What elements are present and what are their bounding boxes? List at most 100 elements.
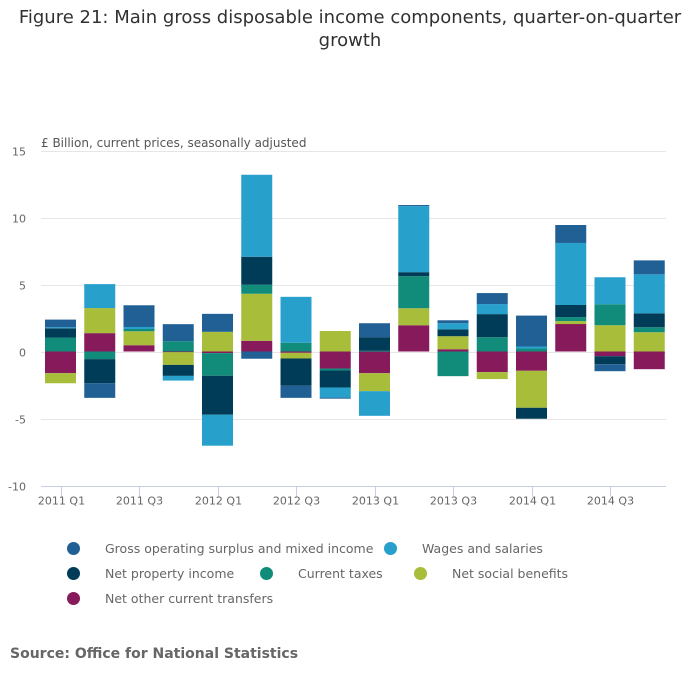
bar-segment[interactable] [123,345,155,352]
bar-segment[interactable] [202,353,233,376]
bar-segment[interactable] [555,317,587,322]
bar-segment[interactable] [555,324,587,352]
bar-segment[interactable] [437,351,469,377]
bar-segment[interactable] [319,370,351,388]
bar-segment[interactable] [437,320,469,324]
bar-segment[interactable] [594,304,626,326]
bar-segment[interactable] [319,397,351,399]
bar-segment[interactable] [555,305,587,318]
bar-segment[interactable] [633,351,665,370]
bar-segment[interactable] [398,308,430,326]
bar-segment[interactable] [437,323,469,330]
bar-segment[interactable] [123,328,155,332]
bar-segment[interactable] [594,364,626,372]
bar-segment[interactable] [398,206,430,273]
bar-segment[interactable] [516,407,547,419]
bar-segment[interactable] [280,351,312,353]
bar-segment[interactable] [633,260,665,275]
bar-segment[interactable] [359,391,390,416]
legend-item-net-property-income[interactable]: Net property income [67,563,234,583]
legend-item-net-other-current-transfers[interactable]: Net other current transfers [67,588,273,608]
bar-segment[interactable] [123,326,155,329]
bar-segment[interactable] [594,356,626,365]
bar-segment[interactable] [84,333,116,352]
bar-segment[interactable] [555,321,587,325]
bar-segment[interactable] [437,349,469,352]
bar-segment[interactable] [398,325,430,352]
bar-segment[interactable] [633,332,665,352]
bar-segment[interactable] [476,337,508,352]
bar-segment[interactable] [516,370,547,408]
bar-segment[interactable] [280,342,312,352]
bar-segment[interactable] [437,329,469,337]
bar-segment[interactable] [398,205,430,207]
bar-segment[interactable] [280,296,312,343]
bar-segment[interactable] [241,256,273,285]
bar-segment[interactable] [594,351,626,357]
legend-item-wages-and-salaries[interactable]: Wages and salaries [384,538,543,558]
bar-segment[interactable] [359,351,390,374]
bar-segment[interactable] [162,351,194,353]
bar-segment[interactable] [359,337,390,351]
bar-segment[interactable] [162,375,194,381]
bar-segment[interactable] [516,348,547,352]
bar-segment[interactable] [202,375,233,415]
bar-segment[interactable] [319,387,351,398]
bar-segment[interactable] [202,351,233,354]
bar-segment[interactable] [633,274,665,314]
bar-segment[interactable] [84,383,116,398]
legend-item-current-taxes[interactable]: Current taxes [260,563,383,583]
bar-segment[interactable] [319,351,351,369]
bar-segment[interactable] [123,305,155,327]
bar-segment[interactable] [84,359,116,384]
bar-segment[interactable] [162,364,194,376]
bar-segment[interactable] [280,385,312,398]
bar-segment[interactable] [241,293,273,341]
bar-segment[interactable] [476,293,508,305]
bar-segment[interactable] [476,351,508,373]
bar-segment[interactable] [359,323,390,338]
bar-segment[interactable] [555,242,587,306]
bar-segment[interactable] [437,336,469,350]
bar-segment[interactable] [84,351,116,360]
bar-segment[interactable] [476,304,508,315]
bar-segment[interactable] [476,314,508,338]
bar-segment[interactable] [202,313,233,332]
bar-segment[interactable] [123,331,155,346]
bar-segment[interactable] [45,319,76,328]
bar-segment[interactable] [516,351,547,371]
bar-segment[interactable] [241,340,273,352]
bar-segment[interactable] [202,331,233,352]
bar-segment[interactable] [241,284,273,294]
bar-segment[interactable] [516,346,547,349]
bar-segment[interactable] [45,373,76,384]
bar-segment[interactable] [633,327,665,333]
bar-segment[interactable] [516,315,547,347]
bar-segment[interactable] [45,337,76,352]
bar-segment[interactable] [319,368,351,371]
bar-segment[interactable] [319,330,351,352]
bar-segment[interactable] [398,272,430,277]
bar-segment[interactable] [45,327,76,329]
bar-segment[interactable] [241,174,273,257]
bar-segment[interactable] [594,325,626,352]
bar-segment[interactable] [162,324,194,342]
bar-segment[interactable] [45,328,76,338]
bar-segment[interactable] [84,284,116,309]
bar-segment[interactable] [162,352,194,365]
bar-segment[interactable] [633,313,665,328]
bar-segment[interactable] [476,372,508,380]
bar-segment[interactable] [84,308,116,334]
bar-segment[interactable] [280,352,312,359]
bar-segment[interactable] [555,225,587,243]
legend-item-gross-operating-surplus[interactable]: Gross operating surplus and mixed income [67,538,373,558]
bar-segment[interactable] [359,373,390,392]
bar-segment[interactable] [359,350,390,352]
bar-segment[interactable] [594,277,626,305]
bar-segment[interactable] [202,414,233,446]
bar-segment[interactable] [162,341,194,352]
bar-segment[interactable] [241,351,273,359]
bar-segment[interactable] [45,351,76,374]
legend-item-net-social-benefits[interactable]: Net social benefits [414,563,568,583]
bar-segment[interactable] [398,276,430,309]
